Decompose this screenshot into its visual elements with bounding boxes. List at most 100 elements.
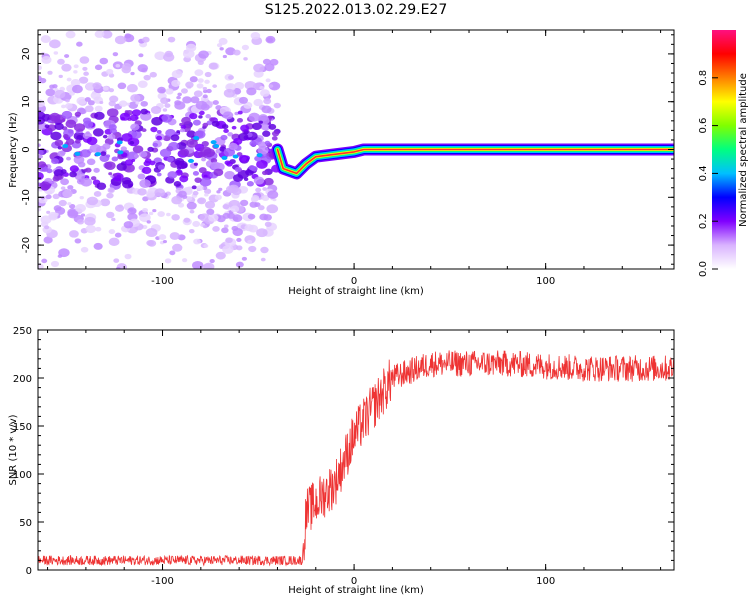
spectrogram-blob — [222, 245, 234, 254]
spectrogram-blob — [213, 24, 221, 30]
spectrogram-blob — [206, 120, 213, 126]
spectrogram-blob — [162, 240, 167, 244]
spectrogram-blob — [160, 272, 164, 275]
spectrogram-blob — [123, 221, 134, 229]
spectrogram-blob — [199, 177, 212, 187]
spectrogram-blob — [147, 146, 154, 152]
spectrogram-blob — [253, 176, 265, 185]
spectrogram-blob — [167, 171, 178, 179]
spectrogram-blob — [169, 12, 178, 19]
spectrogram-blob — [212, 84, 218, 88]
spectrogram-blob — [162, 0, 167, 2]
spectrogram-blob — [240, 199, 249, 207]
spectrogram-blob — [168, 142, 180, 151]
spectrogram-blob — [206, 88, 212, 94]
spectrogram-blob — [193, 90, 203, 98]
spectrogram-blob — [226, 83, 233, 89]
spectrogram-blobs — [38, 0, 282, 281]
spectrogram-blob — [176, 142, 187, 150]
spectrogram-blob — [130, 94, 141, 103]
spectrogram-blob — [260, 89, 270, 97]
spectrogram-blob — [218, 37, 228, 45]
spectrogram-blob — [93, 242, 103, 250]
spectrogram-blob — [76, 96, 87, 105]
spectrogram-blob — [38, 65, 42, 71]
spectrogram-blob — [204, 201, 216, 209]
spectrogram-blob — [161, 114, 173, 123]
spectrogram-blob — [237, 110, 243, 115]
spectrogram-blob — [49, 39, 61, 49]
spectrogram-blob — [232, 154, 239, 159]
spectrogram-blob — [151, 116, 163, 126]
spectrogram-blob — [234, 82, 245, 90]
spectrogram-blob — [51, 158, 59, 165]
spectrogram-blob — [61, 110, 73, 119]
spectrogram-blob — [87, 19, 96, 26]
spectrogram-blob — [213, 144, 220, 149]
spectrogram-blob — [146, 220, 151, 224]
spectrogram-blob — [48, 213, 58, 221]
spectrogram-blob — [95, 226, 102, 232]
spectrogram-blob — [120, 146, 127, 152]
spectrogram-ytick-label: -10 — [21, 189, 32, 205]
spectrogram-blob — [234, 166, 242, 173]
spectrogram-blob — [268, 84, 274, 88]
spectrogram-blob — [197, 78, 204, 83]
spectrogram-blob — [271, 130, 280, 137]
colorbar: 0.0 0.2 0.4 0.6 0.8 Normalized spectral ampl… — [698, 30, 749, 277]
spectrogram-blob — [112, 173, 118, 177]
spectrogram-blob — [246, 181, 254, 187]
spectrogram-blob — [54, 122, 64, 131]
spectrogram-blob — [107, 187, 115, 194]
spectrogram-blob — [129, 140, 135, 145]
spectrogram-blob — [268, 81, 281, 91]
spectrogram-blob — [179, 128, 186, 133]
spectrogram-blob — [165, 88, 174, 95]
spectrogram-blob — [236, 237, 242, 243]
spectrogram-blob — [65, 271, 75, 279]
spectrogram-blob — [38, 99, 46, 108]
spectrogram-blob — [67, 202, 72, 206]
spectrogram-blob — [57, 58, 65, 65]
spectrogram-blob — [186, 201, 197, 210]
spectrogram-blob — [50, 131, 62, 141]
spectrogram-blob — [173, 181, 182, 187]
spectrogram-blob — [266, 37, 274, 43]
spectrogram-blob — [232, 174, 244, 182]
spectrogram-xtick-label: 0 — [351, 276, 357, 287]
spectrogram-blob — [73, 276, 80, 281]
spectrogram-blob — [222, 203, 230, 210]
spectrogram-blob — [94, 30, 105, 38]
spectrogram-blob — [205, 114, 211, 119]
spectrogram-blob — [83, 168, 88, 172]
spectrogram-blob — [65, 119, 77, 129]
spectrogram-blob — [86, 158, 96, 166]
spectrogram-blob — [203, 244, 209, 248]
spectrogram-blob — [77, 219, 85, 225]
spectrogram-blob — [200, 146, 212, 156]
spectrogram-blob — [233, 137, 243, 145]
spectrogram-blob — [256, 159, 268, 169]
spectrogram-blob — [130, 123, 140, 131]
spectrogram-blob — [192, 220, 201, 227]
spectrogram-blob — [164, 103, 171, 108]
spectrogram-blob — [73, 123, 86, 132]
snr-ticks: -100 0 100 0 50 100 150 200 250 — [13, 326, 674, 587]
colorbar-tick-label: 0.8 — [698, 70, 709, 86]
spectrogram-blob — [139, 179, 151, 188]
spectrogram-blob — [69, 230, 79, 238]
spectrogram-blob — [74, 270, 85, 279]
spectrogram-blob — [261, 105, 272, 114]
snr-ytick-label: 150 — [13, 422, 32, 433]
spectrogram-blob — [188, 158, 195, 163]
spectrogram-blob — [262, 170, 268, 176]
spectrogram-blob — [52, 193, 60, 200]
spectrogram-blob — [221, 124, 229, 130]
spectrogram-blob — [90, 176, 97, 181]
spectrogram-blob — [50, 260, 60, 268]
spectrogram-blob — [115, 266, 121, 269]
spectrogram-blob — [193, 162, 198, 166]
spectrogram-blob — [131, 109, 142, 117]
spectrogram-blob — [193, 136, 200, 141]
